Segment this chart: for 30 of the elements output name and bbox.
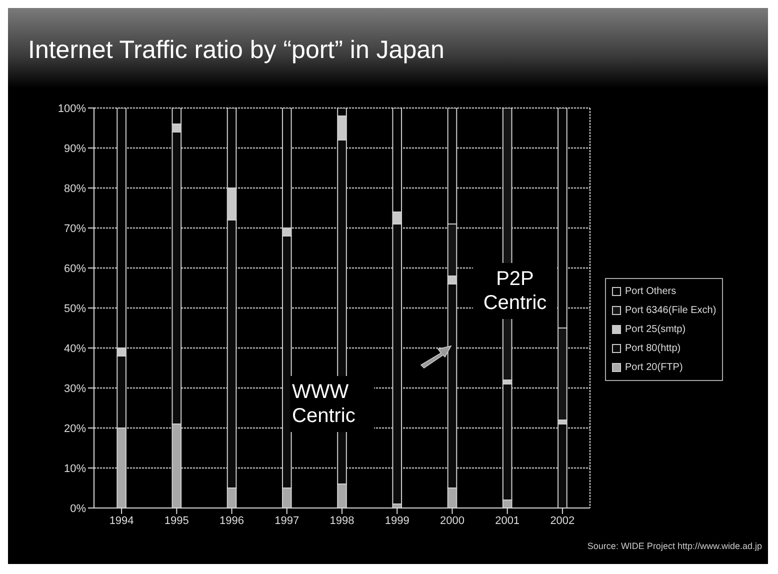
y-tick-label: 90% bbox=[64, 142, 86, 155]
chart-title: Internet Traffic ratio by “port” in Japan bbox=[28, 36, 444, 65]
y-tick-label: 100% bbox=[58, 102, 86, 115]
x-tick-label: 2001 bbox=[495, 514, 520, 527]
y-tick-label: 20% bbox=[64, 422, 86, 435]
legend-label: Port 20(FTP) bbox=[625, 362, 683, 373]
annotation: WWW Centric bbox=[290, 376, 374, 432]
bar bbox=[558, 424, 568, 508]
annotation: P2P Centric bbox=[473, 263, 557, 319]
x-tick-label: 1997 bbox=[274, 514, 300, 527]
y-tick-label: 50% bbox=[64, 302, 86, 315]
x-tick-label: 1996 bbox=[220, 514, 244, 527]
x-tick-label: 1998 bbox=[330, 514, 354, 527]
legend-label: Port Others bbox=[625, 286, 676, 297]
y-tick-label: 10% bbox=[64, 462, 86, 475]
y-tick-label: 0% bbox=[70, 502, 86, 515]
x-tick-label: 2000 bbox=[440, 514, 464, 527]
x-tick-label: 1999 bbox=[384, 514, 410, 527]
y-tick-label: 70% bbox=[64, 222, 86, 235]
legend-label: Port 25(smtp) bbox=[625, 324, 686, 335]
y-tick-label: 60% bbox=[64, 262, 86, 275]
y-tick-label: 40% bbox=[64, 342, 86, 355]
y-tick-label: 80% bbox=[64, 182, 86, 195]
legend-label: Port 6346(File Exch) bbox=[625, 305, 716, 316]
x-tick-label: 1994 bbox=[109, 514, 134, 527]
source-note: Source: WIDE Project http://www.wide.ad.jp bbox=[587, 541, 762, 551]
legend-label: Port 80(http) bbox=[625, 343, 681, 354]
y-tick-label: 30% bbox=[64, 382, 86, 395]
x-tick-label: 2002 bbox=[550, 514, 575, 527]
x-tick-label: 1995 bbox=[164, 514, 189, 527]
